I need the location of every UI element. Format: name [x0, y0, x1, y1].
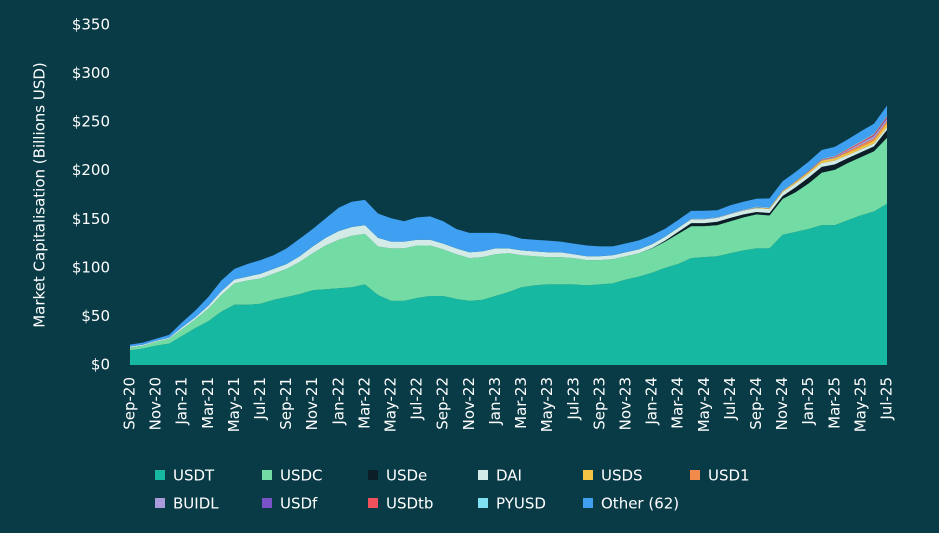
legend-swatch: [583, 498, 593, 508]
legend-label: USDS: [601, 467, 643, 485]
legend-label: USDC: [280, 467, 323, 485]
x-tick-label: Jul-25: [878, 377, 896, 421]
x-tick-label: Jan-25: [799, 377, 817, 426]
x-tick-label: Nov-21: [303, 377, 321, 430]
x-tick-label: Nov-24: [773, 377, 791, 430]
legend-swatch: [583, 470, 593, 480]
x-tick-label: Jan-24: [643, 377, 661, 426]
legend-swatch: [368, 470, 378, 480]
x-tick-label: Jul-24: [721, 377, 739, 421]
x-tick-label: Sep-20: [121, 377, 139, 430]
y-tick-label: $350: [72, 16, 110, 34]
x-tick-label: Nov-23: [616, 377, 634, 430]
legend-label: USD1: [708, 467, 750, 485]
x-tick-label: Jul-22: [408, 377, 426, 421]
x-tick-label: May-24: [695, 377, 713, 432]
legend-swatch: [262, 498, 272, 508]
y-tick-label: $300: [72, 64, 110, 82]
y-axis-label: Market Capitalisation (Billions USD): [31, 62, 49, 328]
legend-swatch: [155, 470, 165, 480]
x-tick-label: Mar-22: [355, 377, 373, 429]
x-tick-label: Jan-23: [486, 377, 504, 426]
legend-label: USDe: [386, 467, 427, 485]
legend-label: Other (62): [601, 495, 679, 513]
x-tick-label: Jul-23: [564, 377, 582, 421]
x-tick-label: Jul-21: [251, 377, 269, 421]
legend-swatch: [478, 470, 488, 480]
y-tick-label: $100: [72, 258, 110, 276]
x-tick-label: May-25: [851, 377, 869, 432]
x-tick-label: May-23: [538, 377, 556, 432]
x-tick-label: Nov-20: [147, 377, 165, 430]
x-tick-label: Mar-21: [199, 377, 217, 429]
y-tick-label: $150: [72, 210, 110, 228]
y-tick-label: $250: [72, 113, 110, 131]
x-tick-label: May-21: [225, 377, 243, 432]
legend-swatch: [478, 498, 488, 508]
legend-label: PYUSD: [496, 495, 546, 513]
x-tick-label: Nov-22: [460, 377, 478, 430]
x-tick-label: Mar-25: [825, 377, 843, 429]
x-tick-label: Sep-22: [434, 377, 452, 430]
legend-label: USDT: [173, 467, 215, 485]
x-tick-label: Jan-22: [329, 377, 347, 426]
legend-swatch: [155, 498, 165, 508]
legend-swatch: [262, 470, 272, 480]
legend-label: USDtb: [386, 495, 433, 513]
x-tick-label: May-22: [382, 377, 400, 432]
legend-label: USDf: [280, 495, 318, 513]
x-tick-label: Sep-21: [277, 377, 295, 430]
y-tick-label: $0: [91, 356, 110, 374]
x-tick-label: Sep-23: [590, 377, 608, 430]
area: [130, 137, 887, 351]
area: [130, 203, 887, 365]
legend-label: DAI: [496, 467, 522, 485]
y-tick-label: $50: [81, 307, 110, 325]
legend-swatch: [690, 470, 700, 480]
legend-swatch: [368, 498, 378, 508]
legend-label: BUIDL: [173, 495, 219, 513]
x-tick-label: Jan-21: [173, 377, 191, 426]
x-tick-label: Mar-23: [512, 377, 530, 429]
y-tick-label: $200: [72, 161, 110, 179]
x-tick-label: Mar-24: [669, 377, 687, 429]
x-tick-label: Sep-24: [747, 377, 765, 430]
